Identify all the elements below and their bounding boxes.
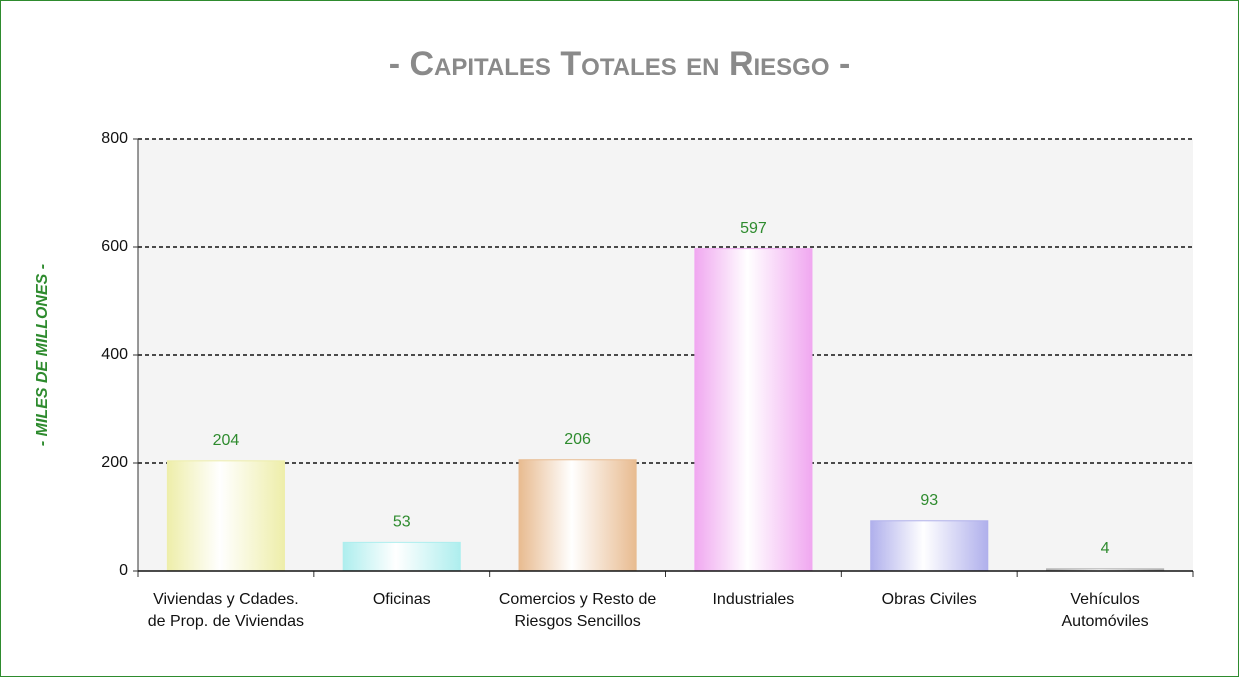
- value-label: 597: [740, 220, 767, 237]
- bar: [694, 248, 813, 572]
- value-label: 93: [920, 492, 938, 509]
- x-tick-label: Vehículos Automóviles: [1061, 591, 1149, 630]
- x-tick-label: Viviendas y Cdades. de Prop. de Vivienda…: [147, 591, 305, 630]
- x-tick-label: Oficinas: [372, 591, 431, 608]
- y-tick-label: 800: [101, 130, 128, 147]
- value-label: 204: [213, 432, 240, 449]
- y-axis-label: - MILES DE MILLONES -: [34, 263, 51, 447]
- value-label: 206: [564, 431, 591, 448]
- bar: [870, 520, 989, 572]
- x-tick-label: Industriales: [712, 591, 795, 608]
- y-tick-label: 0: [119, 562, 128, 579]
- x-tick-label: Comercios y Resto de Riesgos Sencillos: [498, 591, 657, 630]
- x-tick-label: Obras Civiles: [881, 591, 977, 608]
- bar: [518, 459, 637, 572]
- bar: [166, 460, 285, 572]
- bar: [342, 541, 461, 572]
- y-tick-label: 400: [101, 346, 128, 363]
- value-label: 53: [393, 514, 411, 531]
- y-tick-label: 600: [101, 238, 128, 255]
- y-tick-label: 200: [101, 454, 128, 471]
- chart-title: - Capitales Totales en Riesgo -: [388, 45, 851, 83]
- value-label: 4: [1101, 540, 1110, 557]
